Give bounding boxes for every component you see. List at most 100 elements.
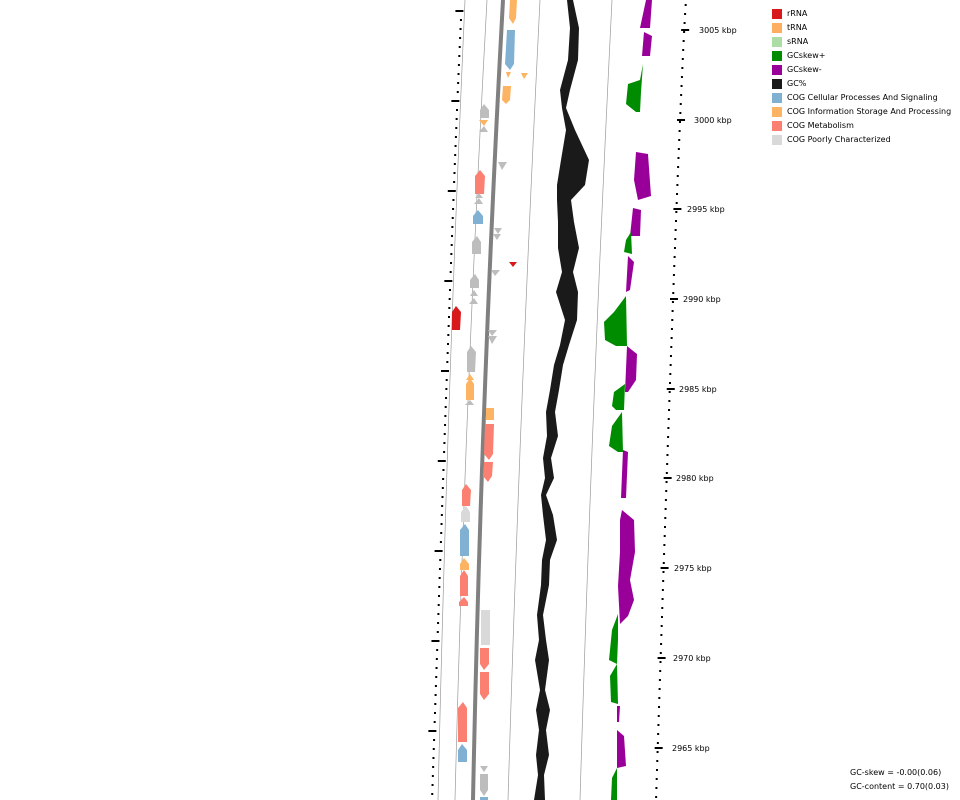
inner-tick xyxy=(452,199,455,201)
gene-arrow xyxy=(509,262,517,267)
scale-dot xyxy=(678,139,681,141)
legend-swatch xyxy=(772,121,782,131)
inner-tick xyxy=(455,10,464,12)
gene-arrow xyxy=(491,270,500,276)
scale-dot xyxy=(658,688,661,690)
inner-tick xyxy=(441,505,444,507)
inner-tick xyxy=(451,226,454,228)
inner-tick xyxy=(433,712,436,714)
gene-arrow xyxy=(509,0,517,24)
gene-arrow xyxy=(470,274,479,288)
inner-tick xyxy=(434,703,437,705)
scale-dot xyxy=(681,58,684,60)
gene-arrow xyxy=(474,198,483,204)
scale-dot xyxy=(668,391,671,393)
gene-arrow xyxy=(472,236,481,254)
scale-dot xyxy=(677,148,680,150)
gene-arrow xyxy=(479,126,488,132)
scale-dot xyxy=(666,454,669,456)
inner-tick xyxy=(455,127,458,129)
inner-tick xyxy=(447,343,450,345)
scale-dot xyxy=(660,616,663,618)
inner-tick xyxy=(439,559,442,561)
inner-tick xyxy=(444,406,447,408)
tick-label: 3005 kbp xyxy=(699,26,737,35)
inner-tick xyxy=(456,109,459,111)
legend-label: COG Information Storage And Processing xyxy=(787,107,952,116)
scale-dot xyxy=(667,436,670,438)
scale-dot xyxy=(681,67,684,69)
scale-dot xyxy=(663,553,666,555)
tick-label: 2990 kbp xyxy=(683,295,721,304)
gene-arrow xyxy=(475,170,485,194)
inner-tick xyxy=(440,523,443,525)
scale-dot xyxy=(668,400,671,402)
scale-dot xyxy=(661,607,664,609)
inner-tick xyxy=(447,316,450,318)
scale-dot xyxy=(680,94,683,96)
scale-dot xyxy=(662,580,665,582)
inner-tick xyxy=(447,190,456,192)
inner-tick xyxy=(459,37,462,39)
inner-tick xyxy=(436,649,439,651)
scale-dot xyxy=(655,796,658,798)
scale-dot xyxy=(682,49,685,51)
inner-tick xyxy=(431,784,434,786)
gene-arrow xyxy=(505,30,515,70)
gc-skew-minus xyxy=(621,450,628,498)
inner-tick xyxy=(450,253,453,255)
scale-major-tick xyxy=(670,298,679,300)
inner-tick xyxy=(445,379,448,381)
inner-tick xyxy=(446,352,449,354)
scale-labels: 3005 kbp 3000 kbp 2995 kbp 2990 kbp 2985… xyxy=(672,26,737,753)
gc-skew-plus xyxy=(604,296,627,346)
gene-arrow xyxy=(502,86,511,104)
inner-tick xyxy=(457,64,460,66)
inner-tick xyxy=(434,694,437,696)
inner-tick xyxy=(443,451,446,453)
minor-ticks xyxy=(654,4,690,798)
scale-major-tick xyxy=(677,119,686,121)
legend-label: COG Metabolism xyxy=(787,121,854,130)
gene-arrow xyxy=(484,424,494,460)
inner-tick xyxy=(432,757,435,759)
scale-dot xyxy=(674,220,677,222)
scale-major-tick xyxy=(666,388,675,390)
scale-dot xyxy=(665,490,668,492)
inner-ticks xyxy=(428,10,464,795)
scale-dot xyxy=(684,4,687,6)
gene-arrow xyxy=(498,162,507,170)
scale-dot xyxy=(669,373,672,375)
scale-dot xyxy=(676,184,679,186)
gene-arrow xyxy=(479,120,488,126)
inner-tick xyxy=(450,244,453,246)
gene-arrow xyxy=(470,290,478,296)
inner-tick xyxy=(431,793,434,795)
scale-dot xyxy=(673,256,676,258)
gene-arrow xyxy=(480,648,489,670)
scale-dot xyxy=(674,229,677,231)
inner-tick xyxy=(428,730,437,732)
gene-arrow xyxy=(459,597,468,606)
inner-tick xyxy=(454,136,457,138)
scale-dot xyxy=(679,112,682,114)
gc-skew-plus xyxy=(610,664,618,704)
scale-dot xyxy=(682,40,685,42)
scale-dot xyxy=(673,247,676,249)
scale-dot xyxy=(683,22,686,24)
gene-arrow xyxy=(480,766,488,772)
gene-arrow xyxy=(466,378,474,400)
gc-skew-minus xyxy=(625,346,637,392)
legend-swatch xyxy=(772,9,782,19)
scale-dot xyxy=(676,193,679,195)
scale-dot xyxy=(658,697,661,699)
gc-skew-minus xyxy=(640,0,652,28)
inner-tick xyxy=(459,19,462,21)
inner-tick xyxy=(438,577,441,579)
scale-major-tick xyxy=(681,29,690,31)
inner-tick xyxy=(440,532,443,534)
inner-tick xyxy=(435,667,438,669)
legend-label: GC% xyxy=(787,79,807,88)
inner-tick xyxy=(443,442,446,444)
